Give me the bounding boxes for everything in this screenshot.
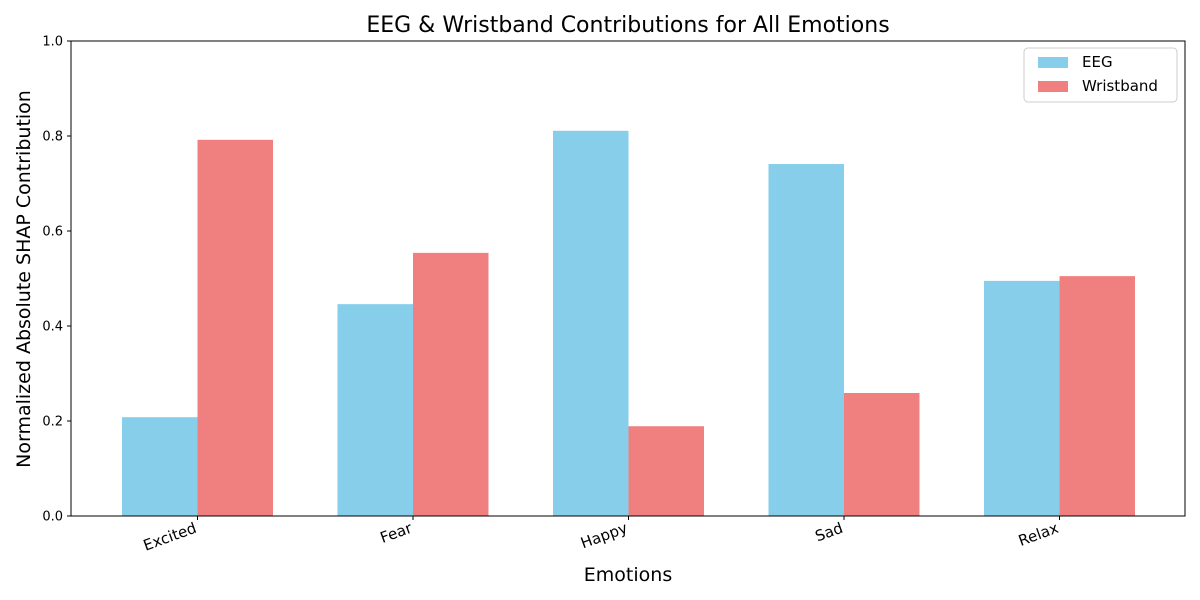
- x-tick-label: Happy: [578, 519, 630, 553]
- x-tick-label: Excited: [141, 519, 199, 555]
- bar-eeg-fear: [337, 304, 413, 516]
- bars-group: [122, 130, 1135, 517]
- bar-eeg-excited: [122, 417, 198, 516]
- bar-eeg-sad: [768, 164, 844, 516]
- y-tick-label: 0.8: [42, 130, 63, 145]
- bar-eeg-happy: [553, 130, 629, 516]
- bar-wristband-happy: [628, 426, 704, 516]
- legend: EEG Wristband: [1023, 47, 1178, 103]
- bar-wristband-sad: [844, 392, 920, 516]
- x-tick-label: Sad: [813, 519, 846, 546]
- y-axis-label: Normalized Absolute SHAP Contribution: [13, 90, 35, 468]
- bar-eeg-relax: [984, 280, 1060, 516]
- x-tick-label: Fear: [378, 519, 415, 547]
- y-axis-ticks: 0.0 0.2 0.4 0.6 0.8 1.0: [42, 35, 71, 525]
- bar-wristband-excited: [197, 139, 273, 517]
- y-tick-label: 0.2: [42, 415, 63, 430]
- x-tick-label: Relax: [1016, 519, 1061, 550]
- legend-swatch-eeg: [1038, 57, 1068, 68]
- y-tick-label: 0.0: [42, 510, 63, 525]
- y-tick-label: 1.0: [42, 35, 63, 50]
- y-tick-label: 0.4: [42, 320, 63, 335]
- legend-label-wristband: Wristband: [1082, 77, 1158, 95]
- y-tick-label: 0.6: [42, 225, 63, 240]
- bar-wristband-relax: [1059, 276, 1135, 516]
- legend-swatch-wristband: [1038, 81, 1068, 92]
- x-axis-label: Emotions: [584, 564, 672, 586]
- chart-title: EEG & Wristband Contributions for All Em…: [366, 13, 889, 38]
- legend-label-eeg: EEG: [1082, 53, 1113, 71]
- bar-wristband-fear: [413, 252, 489, 516]
- x-axis-ticks: Excited Fear Happy Sad Relax: [141, 516, 1061, 555]
